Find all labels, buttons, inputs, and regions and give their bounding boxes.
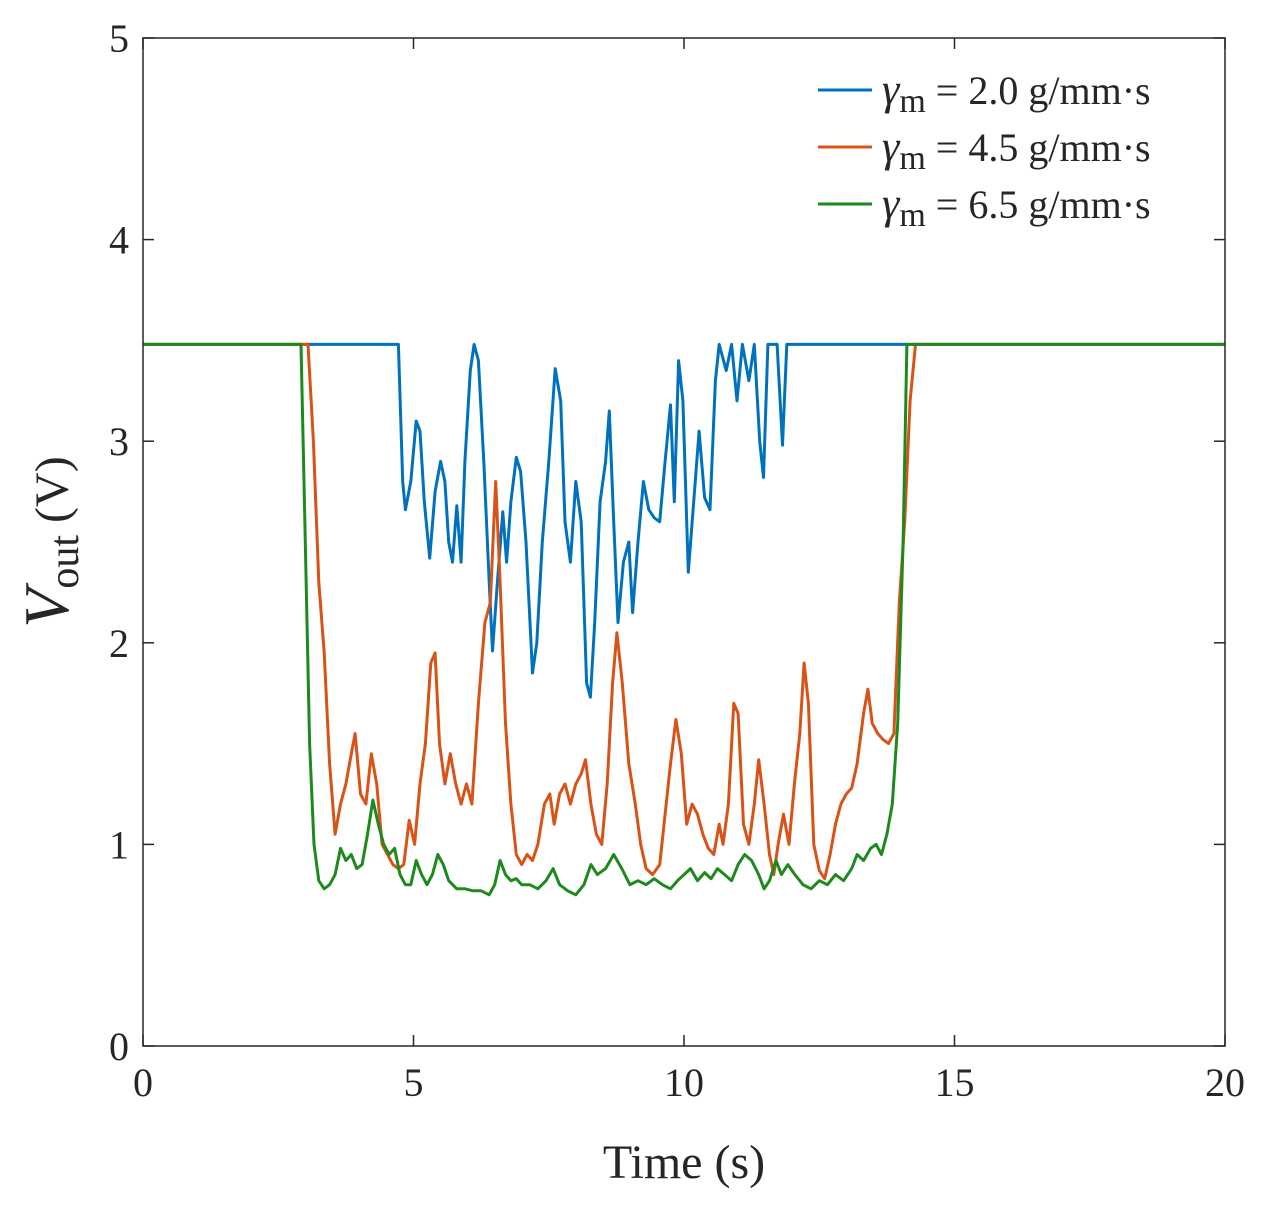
x-tick-label: 0	[133, 1060, 153, 1105]
legend-label-3: γm = 6.5 g/mm·s	[882, 179, 1151, 234]
x-tick-label: 5	[404, 1060, 424, 1105]
x-tick-label: 10	[664, 1060, 704, 1105]
x-axis-title: Time (s)	[603, 1136, 765, 1189]
legend-label-2: γm = 4.5 g/mm·s	[882, 122, 1151, 177]
y-tick-label: 2	[109, 621, 129, 666]
y-axis-title-unit: (V)	[26, 456, 79, 535]
y-axis-title: Vout (V)	[11, 456, 88, 627]
x-tick-label: 15	[935, 1060, 975, 1105]
series-line-2	[143, 342, 1225, 881]
y-tick-label: 4	[109, 218, 129, 263]
y-tick-label: 5	[109, 16, 129, 61]
legend: γm = 2.0 g/mm·sγm = 4.5 g/mm·sγm = 6.5 g…	[818, 65, 1151, 234]
x-tick-label: 20	[1205, 1060, 1245, 1105]
series-line-3	[143, 342, 1225, 897]
ticks-layer: 0 5 10 15 20 0 1 2 3 4 5	[109, 16, 1245, 1105]
series-line-1	[143, 342, 1225, 699]
y-axis-title-symbol: V	[11, 582, 82, 628]
series-layer	[143, 342, 1225, 897]
legend-label-1: γm = 2.0 g/mm·s	[882, 65, 1151, 120]
y-axis-title-subscript: out	[42, 535, 88, 589]
y-tick-label: 3	[109, 419, 129, 464]
y-tick-label: 1	[109, 822, 129, 867]
y-tick-label: 0	[109, 1024, 129, 1069]
